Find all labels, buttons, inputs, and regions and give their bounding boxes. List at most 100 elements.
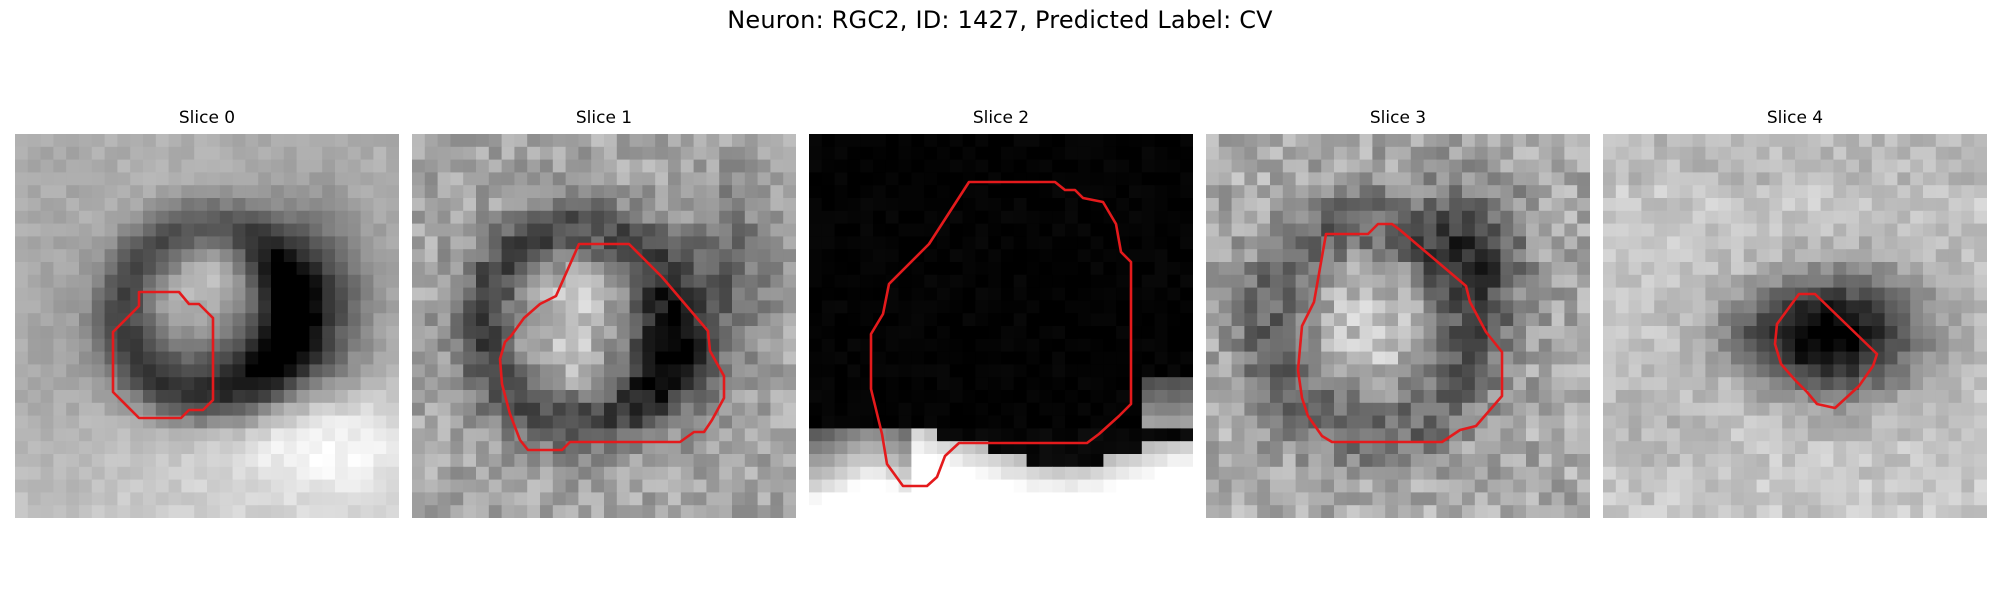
image-pixel bbox=[591, 454, 605, 468]
image-pixel bbox=[616, 492, 630, 506]
image-pixel bbox=[1859, 185, 1873, 199]
image-pixel bbox=[1833, 505, 1847, 518]
image-pixel bbox=[809, 492, 823, 506]
image-pixel bbox=[770, 134, 784, 148]
image-pixel bbox=[1321, 466, 1335, 480]
image-pixel bbox=[1052, 146, 1066, 160]
image-pixel bbox=[1820, 338, 1834, 352]
image-pixel bbox=[450, 172, 464, 186]
image-pixel bbox=[885, 210, 899, 224]
image-pixel bbox=[1782, 274, 1796, 288]
image-pixel bbox=[1731, 351, 1745, 365]
image-pixel bbox=[1846, 402, 1860, 416]
image-pixel bbox=[1718, 505, 1732, 518]
image-pixel bbox=[1718, 210, 1732, 224]
image-pixel bbox=[591, 415, 605, 429]
image-pixel bbox=[360, 300, 374, 314]
image-pixel bbox=[1577, 441, 1590, 455]
image-pixel bbox=[937, 492, 951, 506]
image-pixel bbox=[296, 274, 310, 288]
image-pixel bbox=[1385, 198, 1399, 212]
image-pixel bbox=[40, 390, 54, 404]
image-pixel bbox=[1218, 441, 1232, 455]
image-pixel bbox=[1206, 249, 1220, 263]
image-pixel bbox=[527, 287, 541, 301]
image-pixel bbox=[476, 262, 490, 276]
image-pixel bbox=[898, 313, 912, 327]
image-pixel bbox=[757, 492, 771, 506]
image-pixel bbox=[1423, 287, 1437, 301]
image-pixel bbox=[783, 415, 796, 429]
image-pixel bbox=[1001, 428, 1015, 442]
image-pixel bbox=[1961, 262, 1975, 276]
image-pixel bbox=[642, 441, 656, 455]
image-pixel bbox=[1436, 134, 1450, 148]
image-pixel bbox=[680, 223, 694, 237]
image-pixel bbox=[1667, 223, 1681, 237]
image-pixel bbox=[1141, 236, 1155, 250]
image-pixel bbox=[1039, 313, 1053, 327]
image-pixel bbox=[783, 146, 796, 160]
image-pixel bbox=[1308, 326, 1322, 340]
image-pixel bbox=[1346, 326, 1360, 340]
image-pixel bbox=[962, 287, 976, 301]
image-pixel bbox=[1295, 223, 1309, 237]
image-pixel bbox=[1346, 198, 1360, 212]
image-pixel bbox=[1154, 249, 1168, 263]
image-pixel bbox=[1154, 415, 1168, 429]
image-pixel bbox=[1551, 338, 1565, 352]
image-pixel bbox=[975, 185, 989, 199]
image-pixel bbox=[1692, 159, 1706, 173]
image-pixel bbox=[1141, 402, 1155, 416]
image-pixel bbox=[1423, 210, 1437, 224]
image-pixel bbox=[1218, 172, 1232, 186]
image-pixel bbox=[155, 249, 169, 263]
image-pixel bbox=[437, 466, 451, 480]
image-pixel bbox=[1641, 390, 1655, 404]
image-pixel bbox=[860, 134, 874, 148]
image-pixel bbox=[91, 313, 105, 327]
image-pixel bbox=[988, 249, 1002, 263]
image-pixel bbox=[732, 223, 746, 237]
image-pixel bbox=[1359, 249, 1373, 263]
image-pixel bbox=[53, 185, 67, 199]
image-pixel bbox=[1334, 402, 1348, 416]
image-pixel bbox=[1577, 390, 1590, 404]
image-pixel bbox=[1615, 338, 1629, 352]
image-pixel bbox=[873, 210, 887, 224]
image-pixel bbox=[40, 236, 54, 250]
image-pixel bbox=[1270, 198, 1284, 212]
image-pixel bbox=[1180, 390, 1193, 404]
image-pixel bbox=[629, 466, 643, 480]
image-pixel bbox=[335, 441, 349, 455]
image-pixel bbox=[1026, 210, 1040, 224]
image-pixel bbox=[1474, 287, 1488, 301]
image-pixel bbox=[1731, 146, 1745, 160]
image-pixel bbox=[757, 185, 771, 199]
image-pixel bbox=[1231, 364, 1245, 378]
image-pixel bbox=[642, 313, 656, 327]
image-pixel bbox=[1013, 402, 1027, 416]
image-pixel bbox=[1462, 364, 1476, 378]
image-pixel bbox=[1897, 479, 1911, 493]
image-pixel bbox=[245, 377, 259, 391]
image-pixel bbox=[283, 479, 297, 493]
image-pixel bbox=[1308, 441, 1322, 455]
image-pixel bbox=[373, 223, 387, 237]
image-pixel bbox=[770, 236, 784, 250]
image-pixel bbox=[860, 146, 874, 160]
image-pixel bbox=[1756, 300, 1770, 314]
image-pixel bbox=[860, 441, 874, 455]
image-pixel bbox=[1052, 249, 1066, 263]
image-pixel bbox=[1884, 326, 1898, 340]
image-pixel bbox=[1244, 172, 1258, 186]
image-pixel bbox=[937, 274, 951, 288]
image-pixel bbox=[104, 338, 118, 352]
image-pixel bbox=[117, 377, 131, 391]
image-pixel bbox=[245, 185, 259, 199]
image-pixel bbox=[1410, 146, 1424, 160]
image-pixel bbox=[1551, 364, 1565, 378]
image-pixel bbox=[1679, 466, 1693, 480]
image-pixel bbox=[1526, 262, 1540, 276]
image-pixel bbox=[642, 198, 656, 212]
